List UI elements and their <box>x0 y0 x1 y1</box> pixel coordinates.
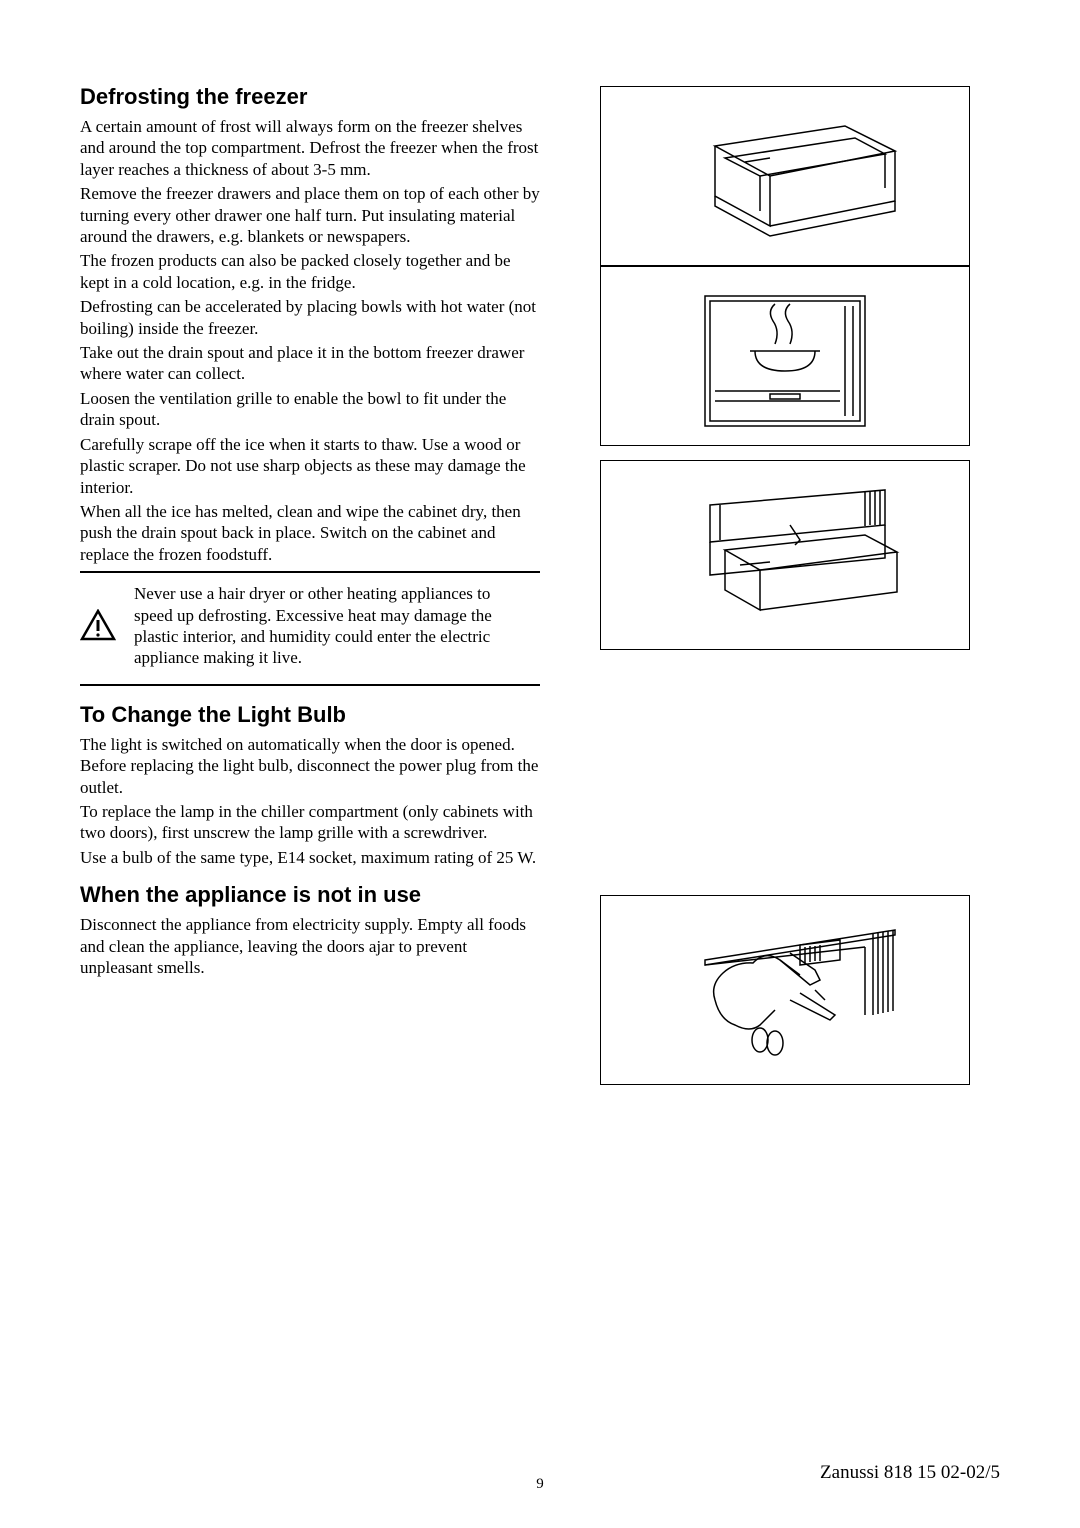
warning-text-container: Never use a hair dryer or other heating … <box>134 583 540 672</box>
warning-text: Never use a hair dryer or other heating … <box>134 583 510 669</box>
defrosting-p8: When all the ice has melted, clean and w… <box>80 501 540 565</box>
page-footer: 9 <box>0 1476 1080 1493</box>
defrosting-p3: The frozen products can also be packed c… <box>80 250 540 293</box>
right-figure-column <box>600 84 970 1099</box>
page-number: 9 <box>536 1476 544 1493</box>
defrosting-p7: Carefully scrape off the ice when it sta… <box>80 434 540 498</box>
lightbulb-section: To Change the Light Bulb The light is sw… <box>80 702 540 868</box>
left-text-column: Defrosting the freezer A certain amount … <box>80 84 540 1099</box>
figure-lamp-replacement <box>600 895 970 1085</box>
defrosting-p4: Defrosting can be accelerated by placing… <box>80 296 540 339</box>
defrosting-section: Defrosting the freezer A certain amount … <box>80 84 540 686</box>
lightbulb-p2: To replace the lamp in the chiller compa… <box>80 801 540 844</box>
lightbulb-p1: The light is switched on automatically w… <box>80 734 540 798</box>
figure-drawer-drain <box>600 460 970 650</box>
figure-drawer-stacked <box>600 86 970 266</box>
defrosting-p5: Take out the drain spout and place it in… <box>80 342 540 385</box>
lightbulb-p3: Use a bulb of the same type, E14 socket,… <box>80 847 540 868</box>
defrosting-p1: A certain amount of frost will always fo… <box>80 116 540 180</box>
warning-icon <box>80 583 116 672</box>
figure-bowl-steaming <box>600 266 970 446</box>
lightbulb-heading: To Change the Light Bulb <box>80 702 540 728</box>
defrosting-p6: Loosen the ventilation grille to enable … <box>80 388 540 431</box>
notinuse-p1: Disconnect the appliance from electricit… <box>80 914 540 978</box>
notinuse-heading: When the appliance is not in use <box>80 882 540 908</box>
defrosting-heading: Defrosting the freezer <box>80 84 540 110</box>
warning-box: Never use a hair dryer or other heating … <box>80 571 540 686</box>
defrosting-p2: Remove the freezer drawers and place the… <box>80 183 540 247</box>
notinuse-section: When the appliance is not in use Disconn… <box>80 882 540 978</box>
